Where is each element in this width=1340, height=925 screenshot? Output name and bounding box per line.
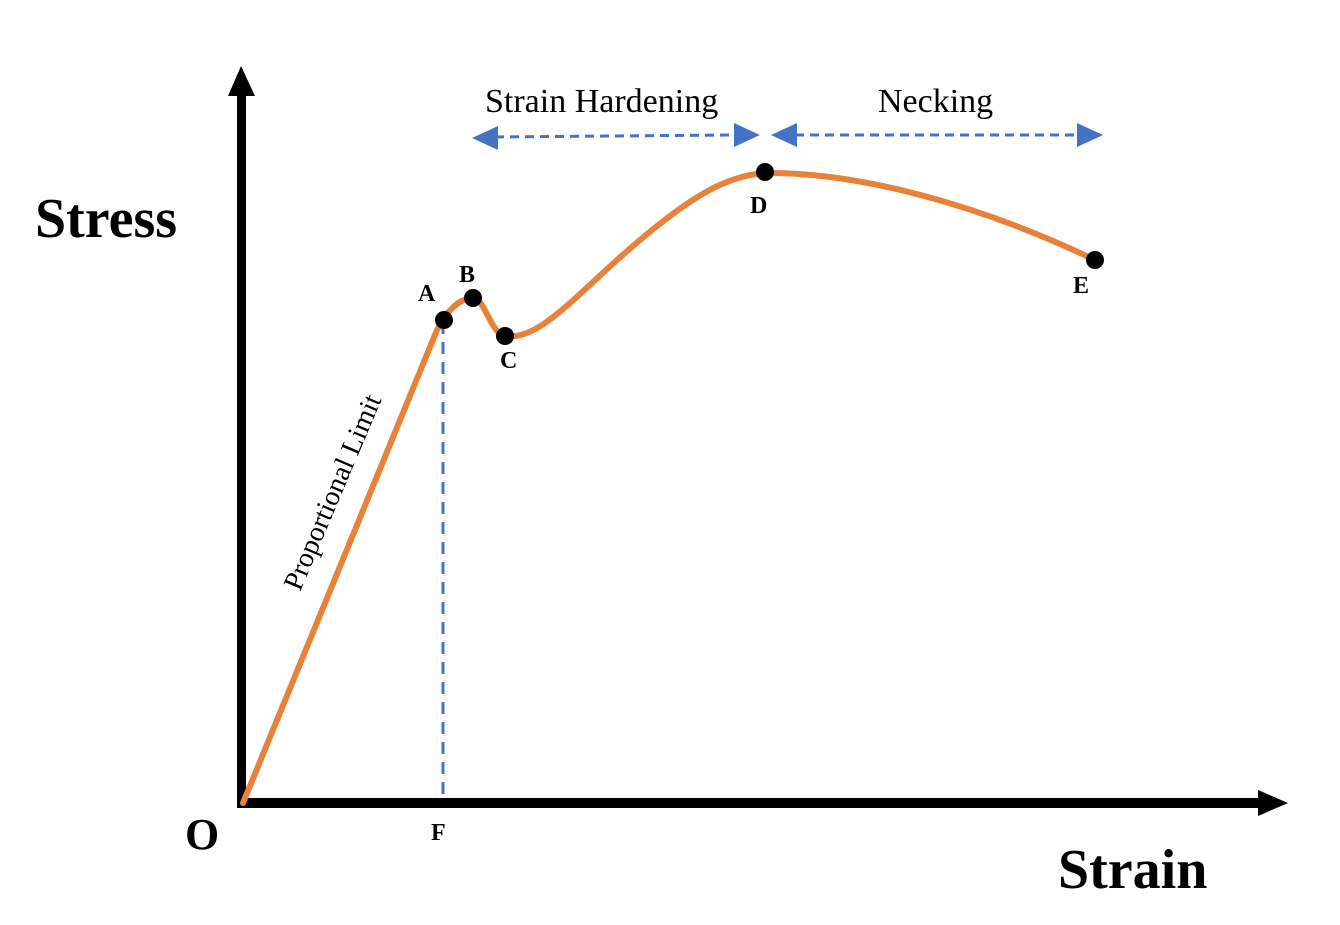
origin-label: O bbox=[185, 810, 219, 859]
point-c-label: C bbox=[500, 348, 517, 374]
x-axis-label: Strain bbox=[1058, 839, 1207, 901]
arrow-right-icon bbox=[734, 123, 760, 147]
x-axis bbox=[237, 790, 1288, 816]
point-c-marker bbox=[496, 327, 514, 345]
x-axis-arrow-icon bbox=[1258, 790, 1288, 816]
point-b-label: B bbox=[459, 262, 475, 288]
point-d-marker bbox=[756, 163, 774, 181]
stress-strain-curve bbox=[240, 169, 1098, 806]
y-axis bbox=[228, 66, 255, 807]
point-e-marker bbox=[1086, 251, 1104, 269]
necking-label: Necking bbox=[878, 83, 993, 120]
arrow-right-icon bbox=[1077, 123, 1103, 147]
strain-hardening-label: Strain Hardening bbox=[485, 83, 718, 120]
foot-label-f: F bbox=[431, 820, 446, 846]
necking-arrow bbox=[771, 123, 1103, 147]
arrow-left-icon bbox=[771, 123, 797, 147]
point-b-marker bbox=[464, 289, 482, 307]
point-e-label: E bbox=[1073, 273, 1089, 299]
point-d-label: D bbox=[750, 193, 767, 219]
point-a-label: A bbox=[418, 281, 436, 307]
strain-hardening-arrow bbox=[472, 123, 760, 150]
point-a-marker bbox=[435, 311, 453, 329]
y-axis-arrow-icon bbox=[228, 66, 255, 96]
y-axis-label: Stress bbox=[35, 188, 177, 250]
arrow-left-icon bbox=[472, 126, 498, 150]
